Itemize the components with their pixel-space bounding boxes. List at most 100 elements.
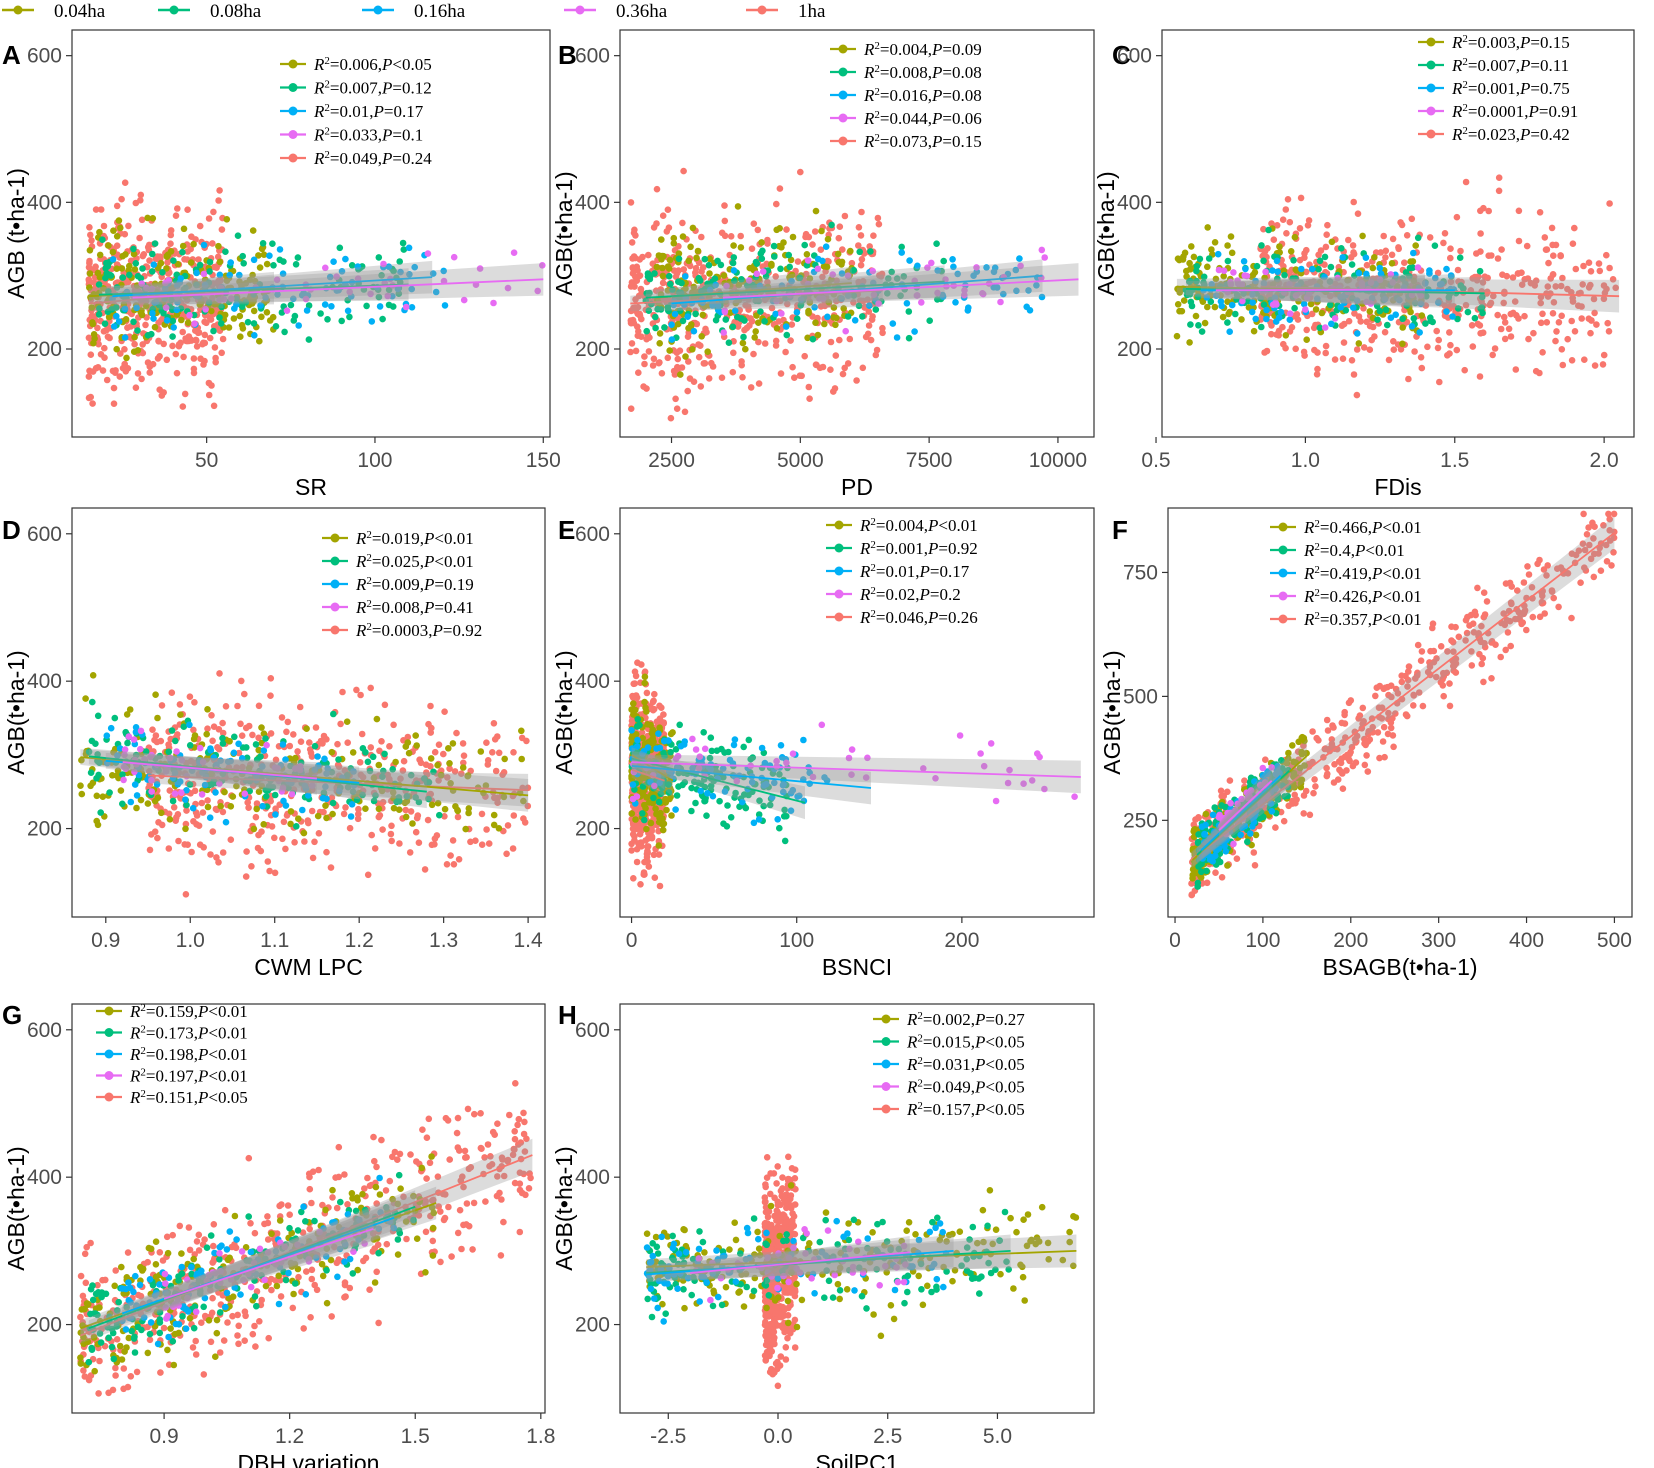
- x-tick-label: 10000: [1029, 449, 1087, 472]
- data-point: [510, 812, 518, 819]
- data-point: [253, 756, 261, 763]
- data-point: [447, 852, 454, 859]
- data-point: [85, 373, 93, 380]
- data-point: [483, 826, 490, 833]
- data-point: [211, 263, 218, 271]
- data-point: [1568, 357, 1576, 364]
- data-point: [961, 291, 968, 299]
- data-point: [1230, 269, 1237, 276]
- data-point: [897, 292, 904, 300]
- data-point: [158, 702, 166, 709]
- data-point: [646, 289, 653, 297]
- data-point: [1387, 271, 1395, 278]
- stats-text: R2=0.007,P=0.11: [1451, 56, 1569, 75]
- data-point: [821, 320, 828, 328]
- data-point: [868, 316, 876, 324]
- data-point: [1477, 230, 1484, 237]
- data-point: [632, 296, 639, 303]
- data-point: [523, 737, 530, 745]
- data-point: [643, 825, 650, 833]
- data-point: [1306, 290, 1313, 297]
- data-point: [92, 263, 99, 271]
- data-point: [269, 240, 276, 247]
- data-point: [1462, 301, 1470, 309]
- data-point: [630, 319, 638, 327]
- data-point: [718, 745, 725, 753]
- data-point: [631, 680, 638, 687]
- data-point: [384, 771, 392, 779]
- legend-key: [575, 5, 585, 15]
- data-point: [328, 748, 336, 756]
- data-point: [1464, 308, 1472, 316]
- panel-letter: B: [558, 40, 577, 70]
- data-point: [269, 313, 277, 321]
- legend-item: 0.16ha: [362, 1, 466, 22]
- data-point: [263, 260, 271, 268]
- data-point: [1539, 310, 1546, 318]
- data-point: [168, 296, 175, 303]
- data-point: [1501, 335, 1509, 343]
- data-point: [257, 847, 265, 855]
- data-point: [403, 793, 411, 800]
- data-point: [800, 736, 807, 744]
- data-point: [673, 405, 681, 413]
- data-point: [639, 810, 646, 817]
- data-point: [858, 208, 865, 216]
- data-point: [839, 370, 847, 378]
- y-tick-label: 400: [1117, 191, 1152, 214]
- x-tick-label: 150: [526, 449, 561, 472]
- data-point: [639, 734, 646, 742]
- data-point: [82, 695, 89, 702]
- data-point: [290, 731, 297, 738]
- data-point: [1453, 346, 1461, 354]
- confidence-band: [88, 271, 274, 305]
- data-point: [342, 255, 349, 263]
- data-point: [1283, 230, 1290, 237]
- data-point: [681, 408, 689, 416]
- confidence-band: [656, 266, 852, 306]
- data-point: [1436, 281, 1444, 288]
- data-point: [259, 802, 266, 810]
- data-point: [131, 266, 139, 273]
- data-point: [1226, 328, 1233, 336]
- data-point: [758, 255, 766, 262]
- data-point: [539, 262, 546, 269]
- data-point: [428, 801, 436, 809]
- x-tick-label: 0.9: [91, 929, 120, 952]
- data-point: [1334, 274, 1341, 282]
- data-point: [1339, 254, 1346, 261]
- data-point: [381, 701, 389, 709]
- data-point: [674, 320, 682, 328]
- confidence-band: [80, 749, 529, 812]
- data-point: [366, 767, 374, 775]
- data-point: [297, 738, 305, 745]
- data-point: [93, 775, 100, 782]
- data-point: [632, 731, 640, 738]
- confidence-band: [112, 260, 433, 304]
- data-point: [1276, 243, 1283, 250]
- data-point: [1515, 237, 1523, 245]
- data-point: [453, 729, 460, 737]
- data-point: [389, 766, 397, 773]
- data-point: [280, 258, 287, 265]
- data-point: [1387, 314, 1395, 322]
- data-point: [322, 783, 329, 790]
- data-point: [1432, 274, 1439, 282]
- data-point: [133, 304, 140, 312]
- data-point: [198, 799, 206, 807]
- data-point: [635, 369, 642, 377]
- data-point: [181, 390, 189, 398]
- data-point: [115, 217, 123, 224]
- data-point: [1358, 283, 1366, 290]
- data-point: [241, 790, 249, 797]
- data-point: [1580, 262, 1587, 270]
- data-point: [94, 712, 102, 720]
- data-point: [168, 727, 176, 734]
- data-point: [386, 743, 393, 750]
- data-point: [294, 254, 302, 261]
- data-point: [427, 755, 435, 762]
- data-point: [1406, 273, 1413, 280]
- data-point: [1353, 391, 1361, 399]
